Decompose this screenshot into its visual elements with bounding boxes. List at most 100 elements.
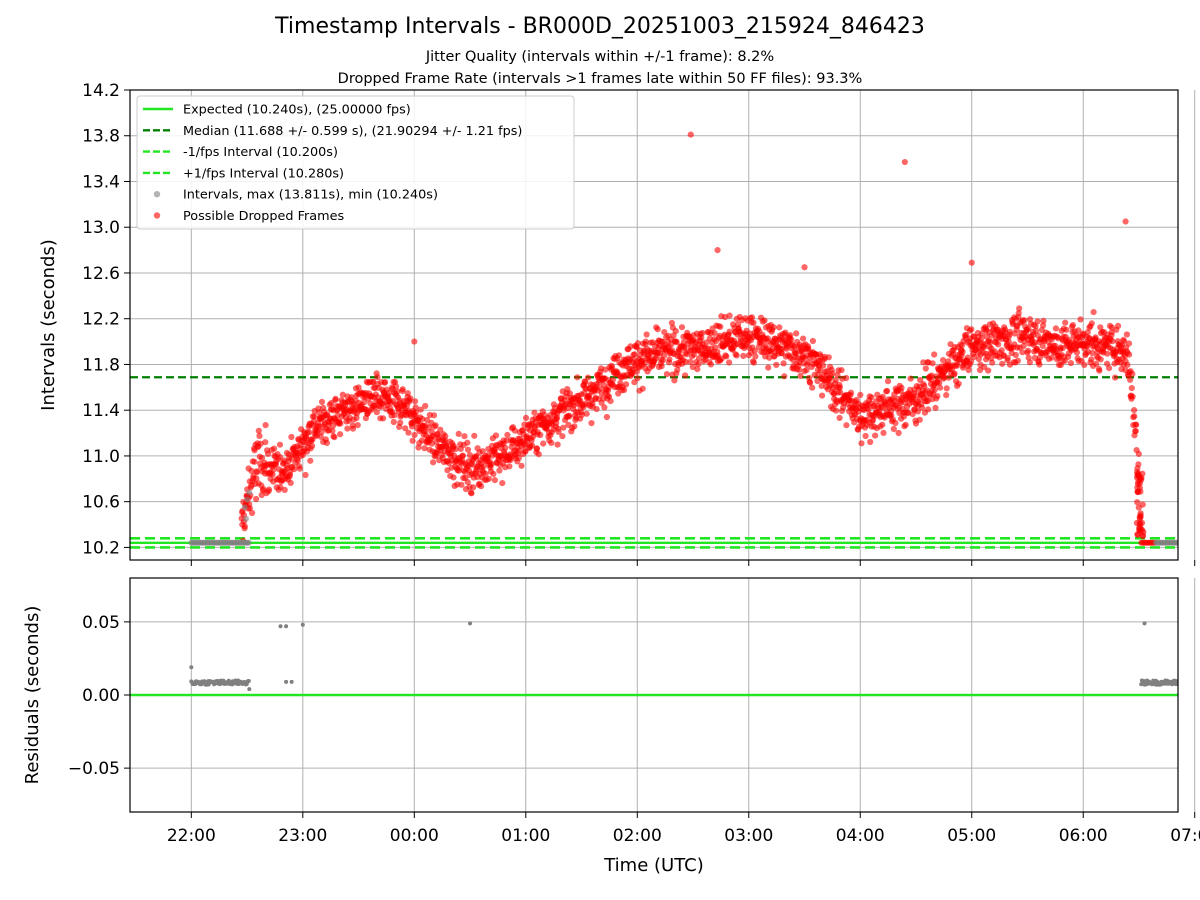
dropped-frame-point <box>660 352 668 359</box>
dropped-frame-point <box>698 334 705 341</box>
dropped-frame-point <box>264 450 272 457</box>
dropped-frame-point <box>257 440 264 447</box>
legend-minus-1fps-label: -1/fps Interval (10.200s) <box>183 145 338 160</box>
dropped-frame-point <box>1115 322 1122 329</box>
dropped-frame-point <box>1067 360 1074 367</box>
x-tick-label: 05:00 <box>947 826 996 846</box>
dropped-frame-point <box>464 446 472 453</box>
dropped-frame-point <box>1096 367 1103 374</box>
dropped-frame-point <box>1128 385 1135 392</box>
dropped-frame-point <box>929 360 936 367</box>
dropped-frame-point <box>566 413 573 420</box>
dropped-frame-point <box>634 375 641 382</box>
dropped-frame-point <box>793 330 800 337</box>
dropped-frame-point <box>522 414 530 421</box>
dropped-frame-point <box>862 432 869 440</box>
dropped-frame-point <box>1112 374 1119 381</box>
dropped-frame-point <box>868 394 875 401</box>
dropped-frame-point <box>253 495 260 503</box>
dropped-frame-point <box>601 404 608 411</box>
dropped-frame-point <box>699 329 706 337</box>
dropped-frame-point <box>1136 527 1143 534</box>
dropped-frame-point <box>478 483 485 490</box>
dropped-frame-point <box>780 360 787 367</box>
top-y-tick-label: 10.6 <box>82 493 120 513</box>
dropped-frame-point <box>1139 532 1146 540</box>
dropped-frame-point <box>584 374 592 381</box>
dropped-frame-point <box>1025 325 1032 332</box>
dropped-frame-point <box>1084 329 1091 336</box>
dropped-frame-point <box>339 391 346 398</box>
dropped-frame-point <box>1097 356 1104 363</box>
dropped-frame-point <box>781 373 788 380</box>
dropped-frame-point <box>529 442 536 449</box>
dropped-frame-point <box>803 366 810 374</box>
dropped-frame-point <box>1062 319 1069 326</box>
dropped-frame-point <box>316 409 323 416</box>
dropped-frame-point <box>574 374 581 381</box>
dropped-frame-point <box>1026 359 1033 366</box>
dropped-frame-point <box>865 406 872 413</box>
dropped-frame-point <box>294 457 301 464</box>
dropped-frame-point <box>818 382 825 389</box>
dropped-frame-point <box>671 377 678 384</box>
dropped-frame-point <box>750 359 758 366</box>
dropped-frame-point <box>609 376 617 383</box>
chart-subtitle-dropped: Dropped Frame Rate (intervals >1 frames … <box>337 71 863 87</box>
dropped-frame-point <box>682 358 689 365</box>
dropped-frame-point <box>380 415 387 422</box>
dropped-frame-point <box>404 390 411 397</box>
legend-median-label: Median (11.688 +/- 0.599 s), (21.90294 +… <box>183 124 522 139</box>
dropped-frame-outlier <box>687 131 694 138</box>
chart-subtitle-jitter: Jitter Quality (intervals within +/-1 fr… <box>425 49 775 65</box>
dropped-frame-point <box>1106 365 1113 372</box>
dropped-frame-point <box>847 389 855 396</box>
dropped-frame-point <box>989 359 996 366</box>
dropped-frame-point <box>643 331 650 338</box>
dropped-frame-point <box>1052 325 1059 332</box>
dropped-frame-point <box>919 404 926 411</box>
dropped-frame-point <box>1134 499 1141 506</box>
dropped-frame-point <box>796 366 803 373</box>
dropped-frame-point <box>455 430 462 437</box>
dropped-frame-point <box>807 379 814 386</box>
dropped-frame-point <box>277 484 284 491</box>
dropped-frame-point <box>764 335 771 342</box>
dropped-frame-point <box>726 312 733 319</box>
x-tick-label: 02:00 <box>613 826 662 846</box>
dropped-frame-point <box>825 354 832 361</box>
dropped-frame-point <box>491 477 498 484</box>
dropped-frame-point <box>1124 361 1131 368</box>
dropped-frame-point <box>555 428 562 435</box>
dropped-frame-point <box>471 432 478 439</box>
legend-intervals-label: Intervals, max (13.811s), min (10.240s) <box>183 188 438 203</box>
dropped-frame-point <box>1135 461 1142 468</box>
dropped-frame-point <box>302 471 309 479</box>
interval-point <box>244 496 251 503</box>
dropped-frame-point <box>711 330 718 337</box>
dropped-frame-point <box>621 386 628 393</box>
top-y-tick-label: 11.4 <box>82 401 120 421</box>
dropped-frame-point <box>902 421 909 428</box>
dropped-frame-point <box>1040 322 1047 329</box>
dropped-frame-point <box>623 381 630 388</box>
dropped-frame-point <box>291 466 298 473</box>
dropped-frame-point <box>631 351 638 358</box>
dropped-frame-point <box>752 353 759 360</box>
dropped-frame-point <box>241 523 248 530</box>
dropped-frame-point <box>832 377 839 384</box>
dropped-frame-point <box>464 439 471 446</box>
dropped-frame-point <box>695 361 702 368</box>
x-tick-label: 00:00 <box>390 826 439 846</box>
legend-plus-1fps-label: +1/fps Interval (10.280s) <box>183 166 344 181</box>
dropped-frame-point <box>311 413 318 420</box>
dropped-frame-point <box>306 429 313 436</box>
dropped-frame-point <box>450 474 457 481</box>
top-y-tick-label: 14.2 <box>82 81 120 101</box>
bottom-y-tick-label: 0.05 <box>82 613 120 633</box>
dropped-frame-point <box>751 347 758 354</box>
dropped-frame-point <box>1139 470 1146 477</box>
dropped-frame-point <box>723 353 730 360</box>
dropped-frame-point <box>254 469 261 476</box>
